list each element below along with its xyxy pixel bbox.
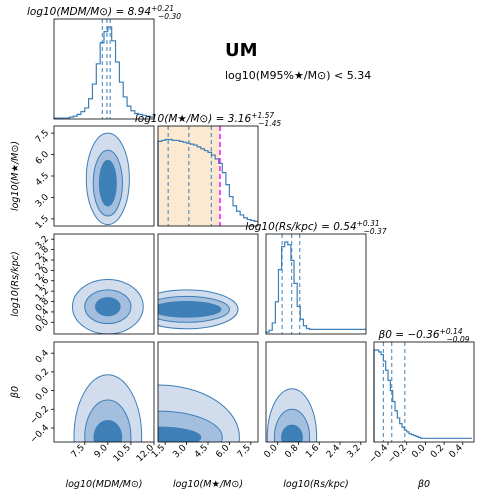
- contour-panel-mstar-rs: [157, 233, 259, 335]
- x-axis-label-mstar: log10(M★/M⊙): [173, 479, 243, 490]
- y-tick-label: −0.2: [29, 404, 52, 427]
- hist-step-mstar: [157, 138, 258, 226]
- hist-panel-mstar: log10(M★/M⊙) = 3.16+1.57 −1.45: [135, 111, 281, 227]
- contour-level-2: [158, 301, 222, 318]
- x-axis-label-rs: log10(Rs/kpc): [283, 479, 349, 490]
- x-tick-label: 1.6: [304, 443, 321, 460]
- contour-panel-mdm-rs: [53, 233, 155, 335]
- y-axis-mstar: 1.5 3.0 4.5 6.0 7.5 log10(M★/M⊙): [10, 128, 54, 231]
- hist-step-beta: [373, 349, 473, 442]
- y-axis-beta: −0.4−0.2 0.00.2 0.4 β0: [10, 348, 54, 446]
- panel-frame: [265, 341, 367, 443]
- panel-frame: [157, 233, 259, 335]
- contour-level-2: [95, 297, 121, 317]
- x-tick-label: 4.5: [193, 443, 210, 460]
- panel-frame: [265, 233, 367, 335]
- x-axis-rs: 0.0 0.8 1.6 2.4 3.2 log10(Rs/kpc): [263, 442, 363, 490]
- y-axis-label-rs: log10(Rs/kpc): [10, 251, 21, 317]
- figure-constraint: log10(M95%★/M⊙) < 5.34: [225, 69, 371, 82]
- contour-level-2: [281, 424, 303, 442]
- x-tick-label: 0.4: [448, 443, 465, 460]
- x-axis-label-beta: β0: [417, 479, 430, 490]
- contour-level-2: [93, 420, 123, 442]
- x-axis-label-mdm: log10(MDM/M⊙): [65, 479, 142, 490]
- y-tick-label: 0.2: [34, 367, 51, 384]
- y-axis-label-mstar: log10(M★/M⊙): [10, 141, 21, 211]
- y-tick-label: 4.5: [34, 171, 51, 188]
- y-tick-label: 3.2: [34, 234, 51, 251]
- hist-step-mdm: [53, 26, 154, 119]
- panel-frame: [53, 233, 155, 335]
- panel-frame: [53, 18, 155, 120]
- panel-title-mdm: log10(MDM/M⊙) = 8.94+0.21 −0.30: [27, 4, 181, 21]
- x-tick-label: 10.5: [112, 443, 133, 464]
- hist-panel-mdm: log10(MDM/M⊙) = 8.94+0.21 −0.30: [27, 4, 181, 120]
- panel-title-mstar: log10(M★/M⊙) = 3.16+1.57 −1.45: [135, 111, 281, 128]
- hist-step-rs: [265, 241, 366, 334]
- panel-frame: [157, 125, 259, 227]
- contour-panel-rs-beta: [265, 341, 367, 443]
- y-tick-label: 0.0: [34, 385, 51, 402]
- x-tick-label: 2.4: [325, 443, 342, 460]
- contour-panel-mdm-mstar: [53, 125, 155, 227]
- contour-level-2: [98, 159, 117, 207]
- x-tick-label: 0.0: [263, 443, 280, 460]
- contour-panel-mstar-beta: [157, 341, 259, 443]
- panel-frame: [373, 341, 475, 443]
- x-axis-beta: −0.4−0.2 0.0 0.2 0.4 β0: [368, 442, 465, 490]
- x-tick-label: −0.2: [386, 443, 409, 466]
- y-tick-label: 6.0: [34, 149, 51, 166]
- panel-title-beta: β0 = −0.36+0.14 −0.09: [378, 327, 470, 344]
- x-tick-label: 3.0: [171, 443, 188, 460]
- figure-label: UM: [225, 40, 258, 61]
- y-axis-label-beta: β0: [10, 386, 21, 399]
- y-tick-label: 7.5: [34, 128, 51, 145]
- contour-panel-mdm-beta: [53, 341, 155, 443]
- x-tick-label: 0.8: [283, 443, 300, 460]
- x-tick-label: 6.0: [214, 443, 231, 460]
- x-tick-label: 7.5: [236, 443, 253, 460]
- panel-frame: [53, 341, 155, 443]
- y-tick-label: 3.0: [34, 192, 51, 209]
- y-tick-label: −0.4: [29, 423, 52, 446]
- x-tick-label: 0.2: [429, 443, 446, 460]
- panel-title-rs: log10(Rs/kpc) = 0.54+0.31 −0.37: [245, 219, 386, 236]
- x-tick-label: 3.2: [346, 443, 363, 460]
- x-tick-label: 1.5: [150, 443, 167, 460]
- x-tick-label: 7.5: [70, 443, 87, 460]
- contour-level-2: [158, 426, 202, 442]
- x-tick-label: −0.4: [368, 443, 391, 466]
- x-tick-label: 0.0: [410, 443, 427, 460]
- x-tick-label: 9.0: [93, 443, 110, 460]
- x-axis-mstar: 1.5 3.0 4.5 6.0 7.5 log10(M★/M⊙): [150, 442, 253, 490]
- y-tick-label: 1.5: [34, 214, 51, 231]
- hist-panel-beta: β0 = −0.36+0.14 −0.09: [373, 327, 475, 443]
- hist-panel-rs: log10(Rs/kpc) = 0.54+0.31 −0.37: [245, 219, 387, 335]
- y-tick-label: 0.4: [34, 348, 51, 365]
